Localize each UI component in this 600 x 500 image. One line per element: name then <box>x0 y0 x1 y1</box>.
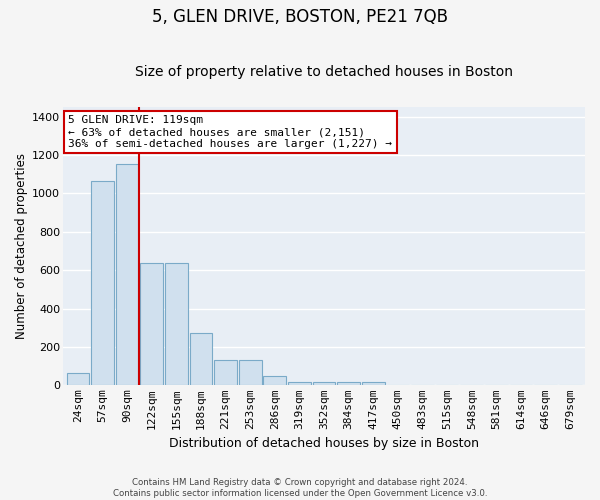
Text: Contains HM Land Registry data © Crown copyright and database right 2024.
Contai: Contains HM Land Registry data © Crown c… <box>113 478 487 498</box>
Bar <box>362 382 385 386</box>
Bar <box>239 360 262 386</box>
Bar <box>214 360 237 386</box>
X-axis label: Distribution of detached houses by size in Boston: Distribution of detached houses by size … <box>169 437 479 450</box>
Bar <box>337 382 360 386</box>
Bar <box>140 264 163 386</box>
Bar <box>165 264 188 386</box>
Y-axis label: Number of detached properties: Number of detached properties <box>15 153 28 339</box>
Bar <box>116 164 139 386</box>
Bar <box>313 382 335 386</box>
Bar <box>263 376 286 386</box>
Bar <box>67 373 89 386</box>
Text: 5 GLEN DRIVE: 119sqm
← 63% of detached houses are smaller (2,151)
36% of semi-de: 5 GLEN DRIVE: 119sqm ← 63% of detached h… <box>68 116 392 148</box>
Text: 5, GLEN DRIVE, BOSTON, PE21 7QB: 5, GLEN DRIVE, BOSTON, PE21 7QB <box>152 8 448 26</box>
Bar <box>91 181 114 386</box>
Bar <box>288 382 311 386</box>
Bar <box>190 332 212 386</box>
Title: Size of property relative to detached houses in Boston: Size of property relative to detached ho… <box>135 66 513 80</box>
